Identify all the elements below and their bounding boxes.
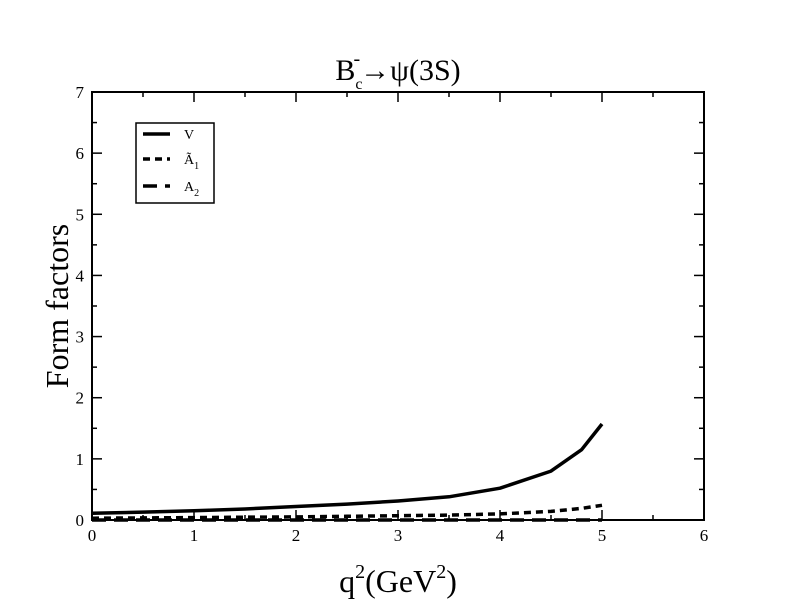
legend-label-a2-sub: 2 — [194, 188, 199, 199]
y-tick-label: 1 — [76, 450, 85, 469]
legend-label-v-main: V — [184, 128, 194, 143]
axis-tick-labels: 0 1 2 3 4 5 6 0 1 2 3 4 5 6 7 — [76, 83, 709, 545]
legend-label-a1-sub: 1 — [194, 161, 199, 172]
series-line-v — [91, 422, 604, 516]
y-tick-label: 4 — [76, 266, 85, 285]
x-tick-label: 0 — [88, 526, 97, 545]
chart-title: Bc -→ψ(3S) — [335, 48, 460, 93]
y-tick-label: 0 — [76, 511, 85, 530]
x-tick-label: 4 — [496, 526, 505, 545]
legend-box — [135, 122, 215, 204]
y-tick-label: 2 — [76, 389, 85, 408]
legend-label-v: V — [184, 128, 194, 143]
title-main: B — [335, 54, 355, 87]
y-axis-label: Form factors — [39, 224, 75, 388]
x-tick-label: 6 — [700, 526, 709, 545]
x-axis-label: q2(GeV2) — [339, 561, 457, 599]
x-label-q: q — [339, 563, 355, 599]
y-tick-label: 6 — [76, 144, 85, 163]
x-label-q-sup: 2 — [355, 561, 365, 583]
y-tick-label: 5 — [76, 205, 85, 224]
x-label-open: (GeV — [365, 563, 436, 599]
legend-label-a2-main: A — [184, 180, 195, 195]
x-tick-label: 5 — [598, 526, 607, 545]
title-arrow: → — [360, 54, 390, 87]
legend-label-a1: Ã1 — [184, 152, 199, 172]
x-tick-label: 2 — [292, 526, 301, 545]
legend-label-a2: A2 — [184, 180, 199, 199]
title-subscript: c — [355, 76, 362, 93]
y-tick-label: 3 — [76, 328, 85, 347]
title-superscript: - — [354, 48, 361, 70]
y-tick-label: 7 — [76, 83, 85, 102]
series-line-a1 — [91, 503, 603, 520]
series-lines — [91, 422, 604, 522]
x-tick-label: 1 — [190, 526, 199, 545]
x-label-unit-sup: 2 — [436, 561, 446, 583]
x-label-close: ) — [446, 563, 457, 599]
legend: V Ã1 A2 — [135, 122, 215, 204]
legend-label-a1-main: Ã — [184, 152, 195, 168]
title-rest: ψ(3S) — [390, 54, 460, 87]
x-tick-label: 3 — [394, 526, 403, 545]
